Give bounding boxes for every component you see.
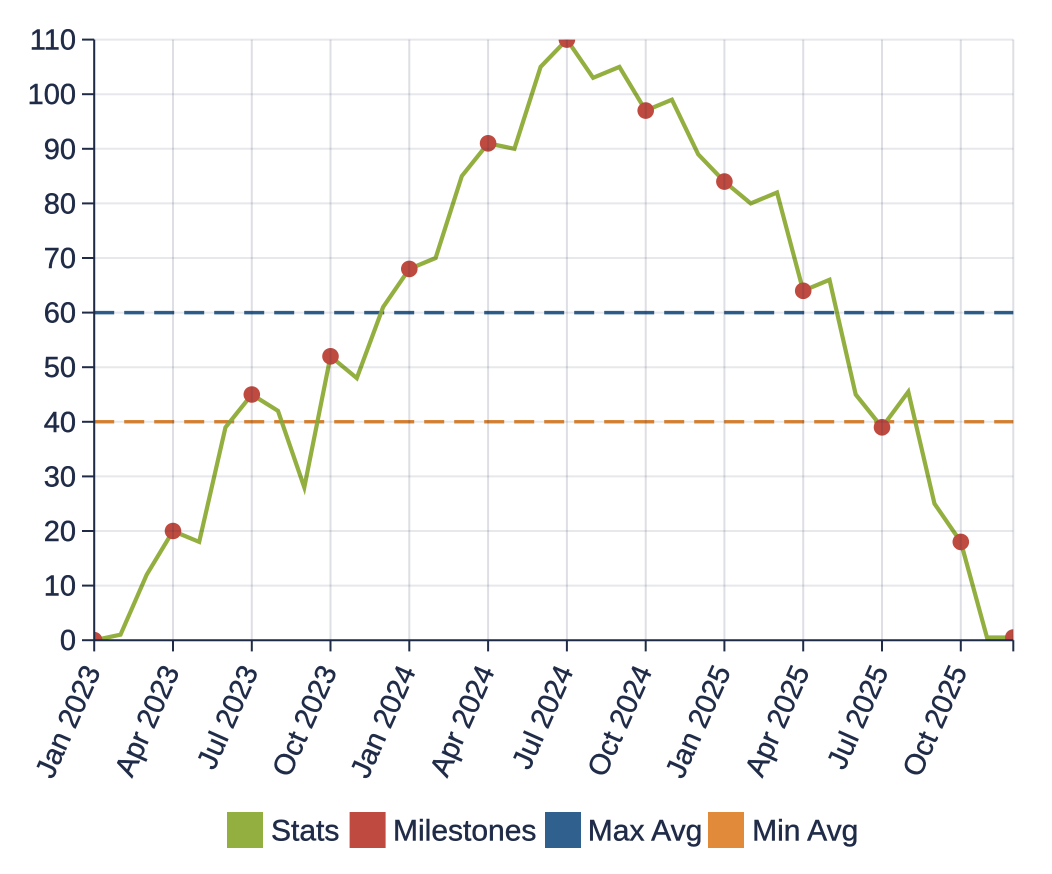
svg-text:Max Avg: Max Avg (588, 815, 703, 848)
svg-text:110: 110 (30, 25, 76, 57)
svg-text:Stats: Stats (271, 815, 339, 848)
svg-text:Milestones: Milestones (393, 815, 536, 848)
svg-text:50: 50 (44, 352, 76, 384)
svg-text:70: 70 (44, 243, 76, 275)
svg-text:10: 10 (44, 571, 76, 603)
svg-text:40: 40 (44, 407, 76, 439)
svg-text:20: 20 (44, 516, 76, 548)
svg-text:30: 30 (44, 461, 76, 493)
svg-text:80: 80 (44, 188, 76, 220)
svg-text:0: 0 (60, 625, 76, 657)
svg-text:90: 90 (44, 134, 76, 166)
svg-text:100: 100 (28, 79, 76, 111)
svg-text:Min Avg: Min Avg (752, 815, 858, 848)
svg-text:60: 60 (44, 298, 76, 330)
